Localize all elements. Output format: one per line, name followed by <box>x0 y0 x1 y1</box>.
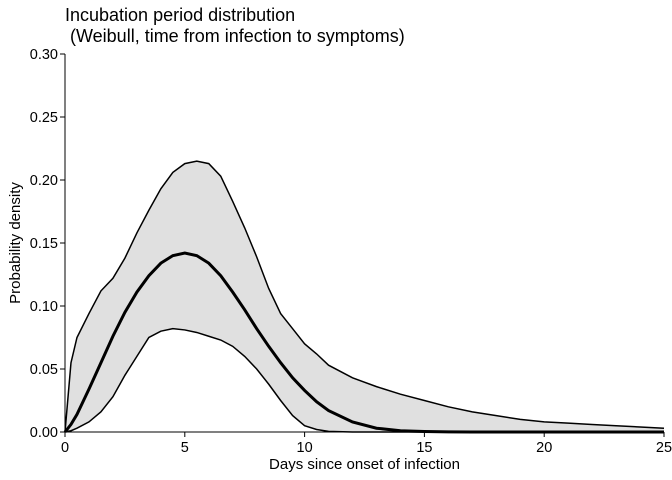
y-tick-label: 0.00 <box>30 425 58 441</box>
x-tick-label: 10 <box>297 440 313 456</box>
x-tick-label: 15 <box>416 440 432 456</box>
x-tick-label: 20 <box>536 440 552 456</box>
plot-area <box>63 160 665 434</box>
y-axis-title: Probability density <box>7 182 24 304</box>
y-tick-label: 0.05 <box>30 362 58 378</box>
y-tick-label: 0.20 <box>30 173 58 189</box>
y-tick-label: 0.10 <box>30 299 58 315</box>
y-tick-label: 0.15 <box>30 236 58 252</box>
upper-bound-line <box>64 160 665 433</box>
x-tick-label: 5 <box>181 440 189 456</box>
y-tick-label: 0.25 <box>30 110 58 126</box>
y-axis-ticks: 0.00 0.05 0.10 0.15 0.20 0.25 0.30 <box>30 47 65 441</box>
x-axis-ticks: 0 5 10 15 20 25 <box>61 432 672 456</box>
x-tick-label: 0 <box>61 440 69 456</box>
chart-title-line1: Incubation period distribution <box>65 5 295 25</box>
x-axis-title: Days since onset of infection <box>269 456 460 473</box>
chart-title-line2: (Weibull, time from infection to symptom… <box>65 26 405 46</box>
y-tick-label: 0.30 <box>30 47 58 63</box>
confidence-band <box>65 161 664 432</box>
x-tick-label: 25 <box>656 440 672 456</box>
